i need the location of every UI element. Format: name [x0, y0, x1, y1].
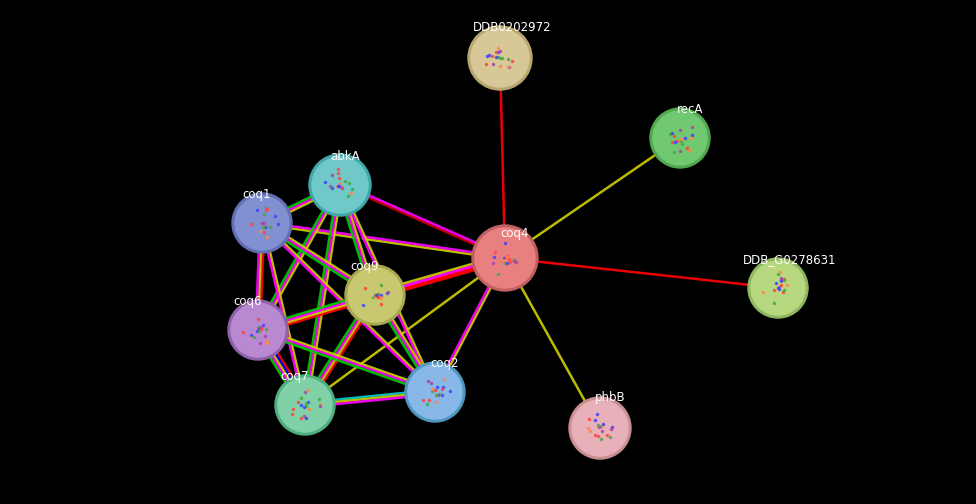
Text: coq2: coq2 [430, 357, 460, 370]
Circle shape [748, 258, 808, 318]
Circle shape [479, 37, 521, 79]
Circle shape [661, 118, 700, 157]
Text: coq9: coq9 [350, 260, 380, 273]
Circle shape [468, 26, 532, 90]
Text: coq1: coq1 [243, 188, 271, 201]
Circle shape [231, 303, 285, 357]
Circle shape [408, 365, 462, 419]
Circle shape [228, 300, 288, 360]
Text: recA: recA [676, 103, 703, 116]
Text: DDB_G0278631: DDB_G0278631 [744, 253, 836, 266]
Circle shape [751, 261, 805, 315]
Circle shape [355, 276, 394, 314]
Text: coq6: coq6 [233, 295, 263, 308]
Circle shape [232, 193, 292, 253]
Circle shape [345, 265, 405, 325]
Circle shape [572, 400, 628, 456]
Text: coq7: coq7 [281, 370, 309, 383]
Circle shape [320, 165, 360, 205]
Circle shape [312, 157, 368, 213]
Circle shape [405, 362, 465, 422]
Circle shape [238, 310, 277, 349]
Circle shape [416, 372, 455, 411]
Circle shape [275, 375, 335, 435]
Circle shape [348, 268, 402, 322]
Circle shape [235, 196, 289, 250]
Text: coq4: coq4 [501, 227, 529, 240]
Text: phbB: phbB [594, 391, 626, 404]
Circle shape [653, 111, 707, 165]
Circle shape [472, 225, 538, 291]
Text: abkA: abkA [330, 150, 360, 163]
Circle shape [475, 228, 535, 288]
Circle shape [580, 408, 620, 448]
Circle shape [243, 204, 281, 242]
Circle shape [286, 386, 324, 424]
Text: DDB0202972: DDB0202972 [472, 21, 551, 34]
Circle shape [471, 29, 529, 87]
Circle shape [278, 378, 332, 432]
Circle shape [650, 108, 710, 168]
Circle shape [309, 154, 371, 216]
Circle shape [569, 397, 631, 459]
Circle shape [483, 236, 527, 280]
Circle shape [758, 269, 797, 307]
